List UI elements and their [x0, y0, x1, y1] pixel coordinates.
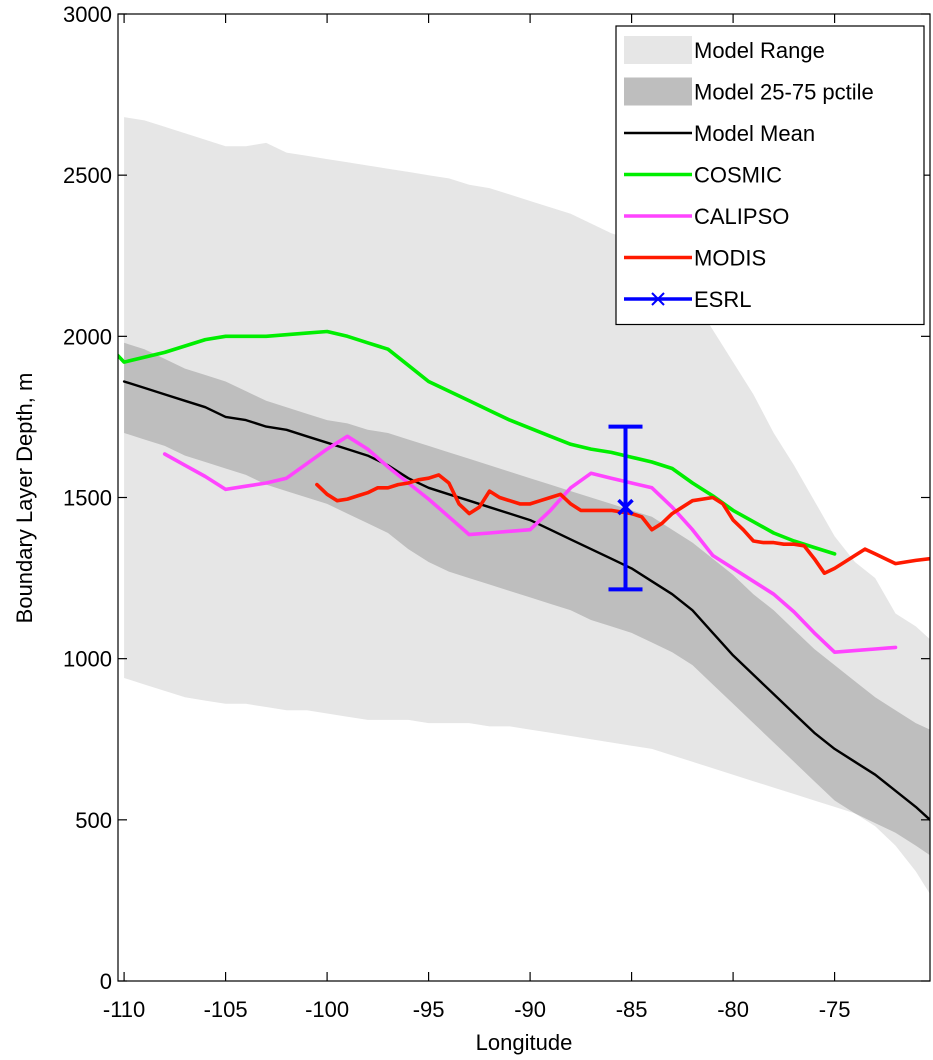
legend-label-modis: MODIS: [694, 246, 766, 271]
y-tick-label: 1000: [63, 647, 112, 672]
y-tick-label: 2500: [63, 163, 112, 188]
y-axis-label: Boundary Layer Depth, m: [12, 373, 37, 624]
legend-label-calipso: CALIPSO: [694, 204, 789, 229]
x-tick-label: -110: [103, 997, 145, 1022]
y-tick-label: 3000: [63, 2, 112, 27]
legend-label-model-mean: Model Mean: [694, 121, 815, 146]
x-tick-label: -95: [413, 997, 445, 1022]
legend-label-cosmic: COSMIC: [694, 163, 782, 188]
y-axis: 0 500 1000 1500 2000 2500 3000: [63, 2, 930, 994]
legend-label-model-range: Model Range: [694, 38, 825, 63]
x-tick-label: -75: [819, 997, 851, 1022]
y-tick-label: 500: [75, 808, 112, 833]
band-model-25-75-pctile: [124, 342, 930, 856]
errorbar-group: [608, 424, 643, 592]
x-tick-label: -100: [305, 997, 349, 1022]
y-tick-label: 0: [100, 969, 112, 994]
x-axis: -110 -105 -100 -95 -90 -85 -80 -75: [103, 14, 851, 1022]
legend-swatch-model-25-75-pctile: [624, 77, 692, 106]
legend-swatch-model-range: [624, 36, 692, 64]
x-tick-label: -80: [717, 997, 749, 1022]
legend-label-esrl: ESRL: [694, 287, 751, 312]
x-tick-label: -85: [616, 997, 648, 1022]
legend: Model Range Model 25-75 pctile Model Mean C…: [615, 25, 925, 326]
x-tick-label: -90: [514, 997, 546, 1022]
series-line-model-mean: [122, 380, 930, 821]
legend-label-model-25-75-pctile: Model 25-75 pctile: [694, 80, 874, 105]
x-tick-label: -105: [204, 997, 248, 1022]
y-tick-label: 1500: [63, 486, 112, 511]
series-line-calipso: [162, 434, 898, 655]
errorbar-marker: [617, 498, 634, 516]
y-tick-label: 2000: [63, 324, 112, 349]
plot-area-clip-group: [118, 117, 930, 894]
legend-swatch-esrl: [624, 292, 692, 306]
x-axis-label: Longitude: [476, 1030, 573, 1055]
